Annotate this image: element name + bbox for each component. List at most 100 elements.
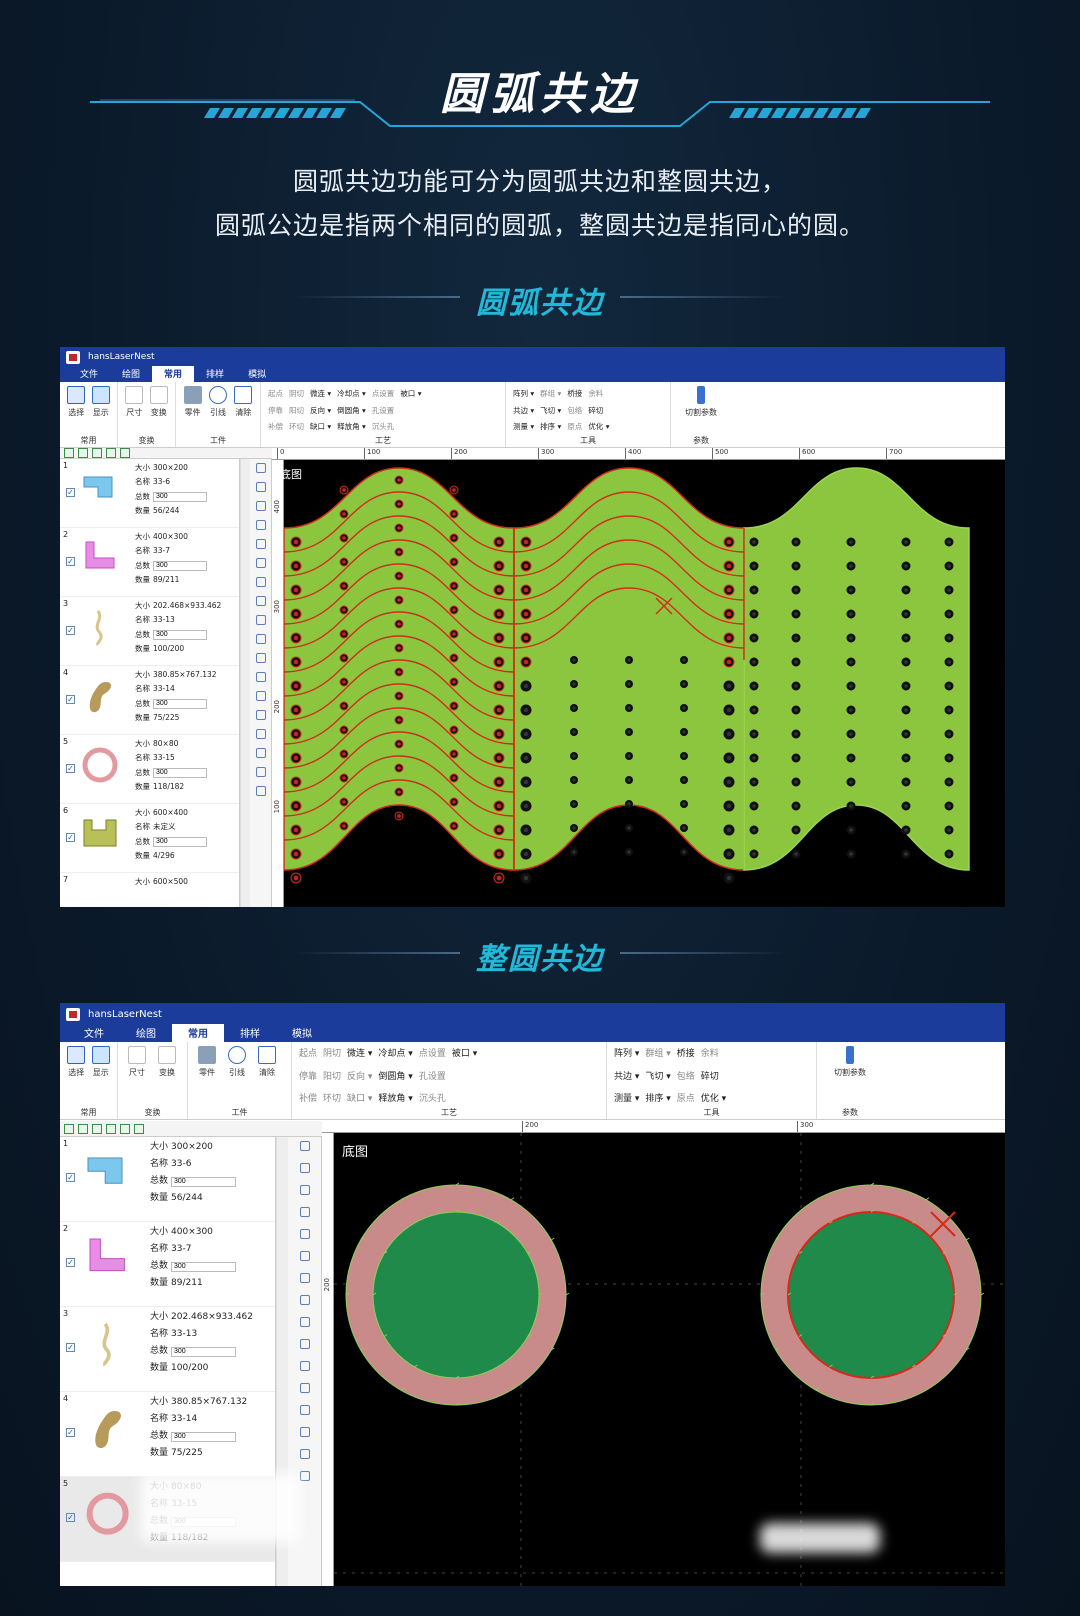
menu-common[interactable]: 常用: [172, 1024, 224, 1042]
zoom-icon[interactable]: [255, 520, 266, 530]
remnant-button[interactable]: 余料: [700, 1049, 719, 1059]
notch-button[interactable]: 被口 ▾: [451, 1049, 478, 1059]
grid-icon[interactable]: [255, 710, 266, 720]
part-list-item[interactable]: 1 ✓ 大小 300×200 名称 33-6 总数 数量 56/244: [60, 1137, 275, 1222]
copy-icon[interactable]: [299, 1471, 310, 1481]
gap-button[interactable]: 缺口 ▾: [310, 422, 332, 431]
part-button[interactable]: 零件: [180, 386, 205, 435]
part-checkbox[interactable]: ✓: [66, 1172, 75, 1182]
part-checkbox[interactable]: ✓: [66, 832, 75, 842]
menu-nesting[interactable]: 排样: [206, 370, 225, 380]
point-settings-button[interactable]: 点设置: [418, 1049, 446, 1059]
rect-icon[interactable]: [255, 577, 266, 587]
star-icon[interactable]: [255, 596, 266, 606]
flycut-button[interactable]: 飞切 ▾: [540, 405, 562, 415]
group-button[interactable]: 群组 ▾: [645, 1049, 671, 1059]
circle-icon[interactable]: [299, 1317, 310, 1327]
circle-icon[interactable]: [255, 615, 266, 625]
cooling-point-button[interactable]: 冷却点 ▾: [378, 1049, 413, 1059]
image-icon[interactable]: [299, 1405, 310, 1415]
start-point-button[interactable]: 起点: [268, 389, 283, 398]
import-icon[interactable]: [92, 1123, 102, 1134]
reverse-button[interactable]: 反向 ▾: [310, 405, 332, 415]
cooling-point-button[interactable]: 冷却点 ▾: [337, 389, 366, 398]
move-icon[interactable]: [255, 729, 266, 739]
import-icon[interactable]: [92, 448, 102, 458]
line-icon[interactable]: [255, 539, 266, 549]
total-input[interactable]: [171, 1261, 236, 1272]
part-list-item[interactable]: 2 ✓ 大小 400×300 名称 33-7 总数 数量 89/211: [60, 528, 239, 597]
ring-cut-button[interactable]: 环切: [289, 422, 304, 431]
flycut-button[interactable]: 飞切 ▾: [645, 1071, 671, 1082]
fillet-button[interactable]: 倒圆角 ▾: [378, 1071, 413, 1082]
part-checkbox[interactable]: ✓: [66, 1512, 75, 1522]
mirror-icon[interactable]: [255, 767, 266, 777]
compensate-button[interactable]: 补偿: [299, 1094, 318, 1104]
dock-button[interactable]: 停靠: [299, 1071, 318, 1082]
optimize-button[interactable]: 优化 ▾: [700, 1094, 727, 1104]
compensate-button[interactable]: 补偿: [268, 422, 283, 431]
list-detail-icon[interactable]: [134, 1123, 144, 1134]
scrap-cut-button[interactable]: 碎切: [700, 1071, 719, 1082]
part-list-item[interactable]: 2 ✓ 大小 400×300 名称 33-7 总数 数量 89/211: [60, 1222, 275, 1307]
total-input[interactable]: [171, 1431, 236, 1442]
copy-icon[interactable]: [255, 748, 266, 758]
part-checkbox[interactable]: ✓: [66, 625, 75, 635]
bridge-button[interactable]: 桥接: [676, 1049, 695, 1059]
release-angle-button[interactable]: 释放角 ▾: [337, 422, 366, 431]
total-input[interactable]: [171, 1346, 236, 1357]
microjoint-button[interactable]: 微连 ▾: [310, 389, 332, 398]
array-button[interactable]: 阵列 ▾: [614, 1049, 640, 1059]
ring-cut-button[interactable]: 环切: [323, 1094, 342, 1104]
common-edge-button[interactable]: 共边 ▾: [513, 405, 535, 415]
total-input[interactable]: [153, 698, 207, 709]
menu-draw[interactable]: 绘图: [136, 1029, 156, 1040]
part-list-item[interactable]: 3 ✓ 大小 202.468×933.462 名称 33-13 总数 数量 100…: [60, 597, 239, 666]
envelope-button[interactable]: 包络: [567, 405, 583, 415]
part-list-item[interactable]: 5 ✓ 大小 80×80 名称 33-15 总数 数量 118/182: [60, 735, 239, 804]
arc-icon[interactable]: [255, 634, 266, 644]
size-button[interactable]: 尺寸: [122, 386, 147, 435]
menu-file[interactable]: 文件: [84, 1029, 104, 1040]
transform-button[interactable]: 变换: [147, 386, 172, 435]
origin-button[interactable]: 原点: [676, 1094, 695, 1104]
hole-settings-button[interactable]: 孔设置: [371, 405, 395, 415]
redo-icon[interactable]: [299, 1163, 310, 1173]
reverse-button[interactable]: 反向 ▾: [347, 1071, 373, 1082]
cut-params-button[interactable]: 切割参数: [675, 386, 727, 435]
sort-button[interactable]: 排序 ▾: [645, 1094, 671, 1104]
ellipse-icon[interactable]: [299, 1361, 310, 1371]
clear-button[interactable]: 清除: [252, 1046, 282, 1107]
total-input[interactable]: [153, 560, 207, 571]
fillet-button[interactable]: 倒圆角 ▾: [337, 405, 366, 415]
dock-button[interactable]: 停靠: [268, 405, 283, 415]
star-icon[interactable]: [299, 1295, 310, 1305]
remnant-button[interactable]: 余料: [588, 389, 604, 398]
part-list-item[interactable]: 7 大小 600×500: [60, 873, 239, 907]
notch-button[interactable]: 被口 ▾: [400, 389, 422, 398]
grid-icon[interactable]: [299, 1427, 310, 1437]
part-list-item[interactable]: 6 ✓ 大小 600×400 名称 未定义 总数 数量 4/296: [60, 804, 239, 873]
menu-nesting[interactable]: 排样: [240, 1029, 260, 1040]
outer-cut-button[interactable]: 阳切: [323, 1071, 342, 1082]
menu-common[interactable]: 常用: [152, 366, 195, 382]
countersink-button[interactable]: 沉头孔: [371, 422, 395, 431]
part-button[interactable]: 零件: [192, 1046, 222, 1107]
part-list-item[interactable]: 4 ✓ 大小 380.85×767.132 名称 33-14 总数 数量 75/2…: [60, 1392, 275, 1477]
total-input[interactable]: [153, 491, 207, 502]
menu-simulate[interactable]: 模拟: [248, 370, 267, 380]
total-input[interactable]: [171, 1176, 236, 1187]
measure-button[interactable]: 测量 ▾: [513, 422, 535, 431]
optimize-button[interactable]: 优化 ▾: [588, 422, 610, 431]
countersink-button[interactable]: 沉头孔: [418, 1094, 446, 1104]
line-icon[interactable]: [299, 1229, 310, 1239]
cut-params-button[interactable]: 切割参数: [821, 1046, 879, 1107]
part-list-scrollbar[interactable]: [240, 459, 250, 907]
select-button[interactable]: 选择: [64, 1046, 89, 1107]
part-list-item[interactable]: 1 ✓ 大小 300×200 名称 33-6 总数 数量 56/244: [60, 459, 239, 528]
undo-icon[interactable]: [299, 1141, 310, 1151]
play-icon[interactable]: [64, 1123, 74, 1134]
part-checkbox[interactable]: ✓: [66, 1257, 75, 1267]
part-list-item[interactable]: 3 ✓ 大小 202.468×933.462 名称 33-13 总数 数量 100…: [60, 1307, 275, 1392]
list-icon[interactable]: [120, 448, 130, 458]
